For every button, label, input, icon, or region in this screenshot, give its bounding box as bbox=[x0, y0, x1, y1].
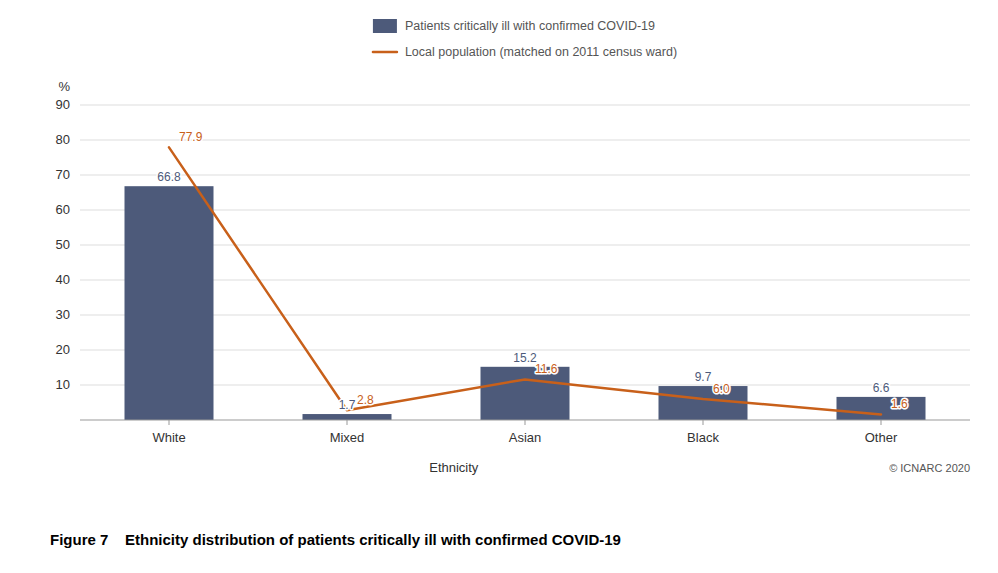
data-label: 15.2 bbox=[513, 351, 537, 365]
x-tick-label: Asian bbox=[509, 430, 542, 445]
legend: Patients critically ill with confirmed C… bbox=[373, 19, 677, 59]
x-tick bbox=[347, 420, 348, 425]
x-axis-label: Ethnicity bbox=[429, 460, 479, 475]
x-tick-label: White bbox=[152, 430, 185, 445]
x-tick bbox=[525, 420, 526, 425]
chart: 10 20 30 40 50 60 70 80 90% White Mixed Asian Black O… bbox=[0, 0, 998, 573]
y-tick-label: 60 bbox=[56, 202, 70, 217]
x-tick bbox=[169, 420, 170, 425]
bar bbox=[303, 414, 392, 420]
legend-swatch bbox=[373, 19, 397, 33]
legend-label: Local population (matched on 2011 census… bbox=[405, 45, 677, 59]
y-tick-label: 10 bbox=[56, 377, 70, 392]
y-tick-label: 70 bbox=[56, 167, 70, 182]
y-tick-label: 90 bbox=[56, 97, 70, 112]
legend-swatch bbox=[373, 51, 397, 54]
y-tick-label: 80 bbox=[56, 132, 70, 147]
data-label: 1.6 bbox=[891, 397, 908, 411]
x-tick-label: Black bbox=[687, 430, 719, 445]
grid-line bbox=[80, 175, 970, 176]
grid-line bbox=[80, 105, 970, 106]
x-tick-label: Mixed bbox=[330, 430, 365, 445]
legend-label: Patients critically ill with confirmed C… bbox=[405, 19, 655, 33]
data-label: 9.7 bbox=[695, 370, 712, 384]
grid-line bbox=[80, 140, 970, 141]
data-label: 6.0 bbox=[713, 382, 730, 396]
legend-item: Local population (matched on 2011 census… bbox=[373, 45, 677, 59]
y-tick-label: 20 bbox=[56, 342, 70, 357]
title: Figure 7 Ethnicity distribution of patie… bbox=[50, 531, 621, 548]
x-tick bbox=[881, 420, 882, 425]
annotation: © ICNARC 2020 bbox=[889, 462, 970, 474]
data-labels: 66.8 1.7 15.2 9.7 6.6 77.9 2.8 11.6 6.0 1.6 bbox=[157, 130, 908, 412]
y-axis-label: % bbox=[58, 79, 70, 94]
y-tick-label: 40 bbox=[56, 272, 70, 287]
line bbox=[169, 147, 881, 414]
x-tick-label: Other bbox=[865, 430, 898, 445]
data-label: 6.6 bbox=[873, 381, 890, 395]
bar bbox=[837, 397, 926, 420]
x-tick bbox=[703, 420, 704, 425]
data-label: 1.7 bbox=[339, 398, 356, 412]
bar bbox=[659, 386, 748, 420]
data-label: 2.8 bbox=[357, 393, 374, 407]
data-label: 11.6 bbox=[535, 362, 558, 376]
data-label: 66.8 bbox=[157, 170, 181, 184]
marks bbox=[125, 147, 926, 420]
y-tick-label: 30 bbox=[56, 307, 70, 322]
y-tick-label: 50 bbox=[56, 237, 70, 252]
data-label: 77.9 bbox=[179, 130, 203, 144]
legend-item: Patients critically ill with confirmed C… bbox=[373, 19, 655, 33]
bar bbox=[125, 186, 214, 420]
